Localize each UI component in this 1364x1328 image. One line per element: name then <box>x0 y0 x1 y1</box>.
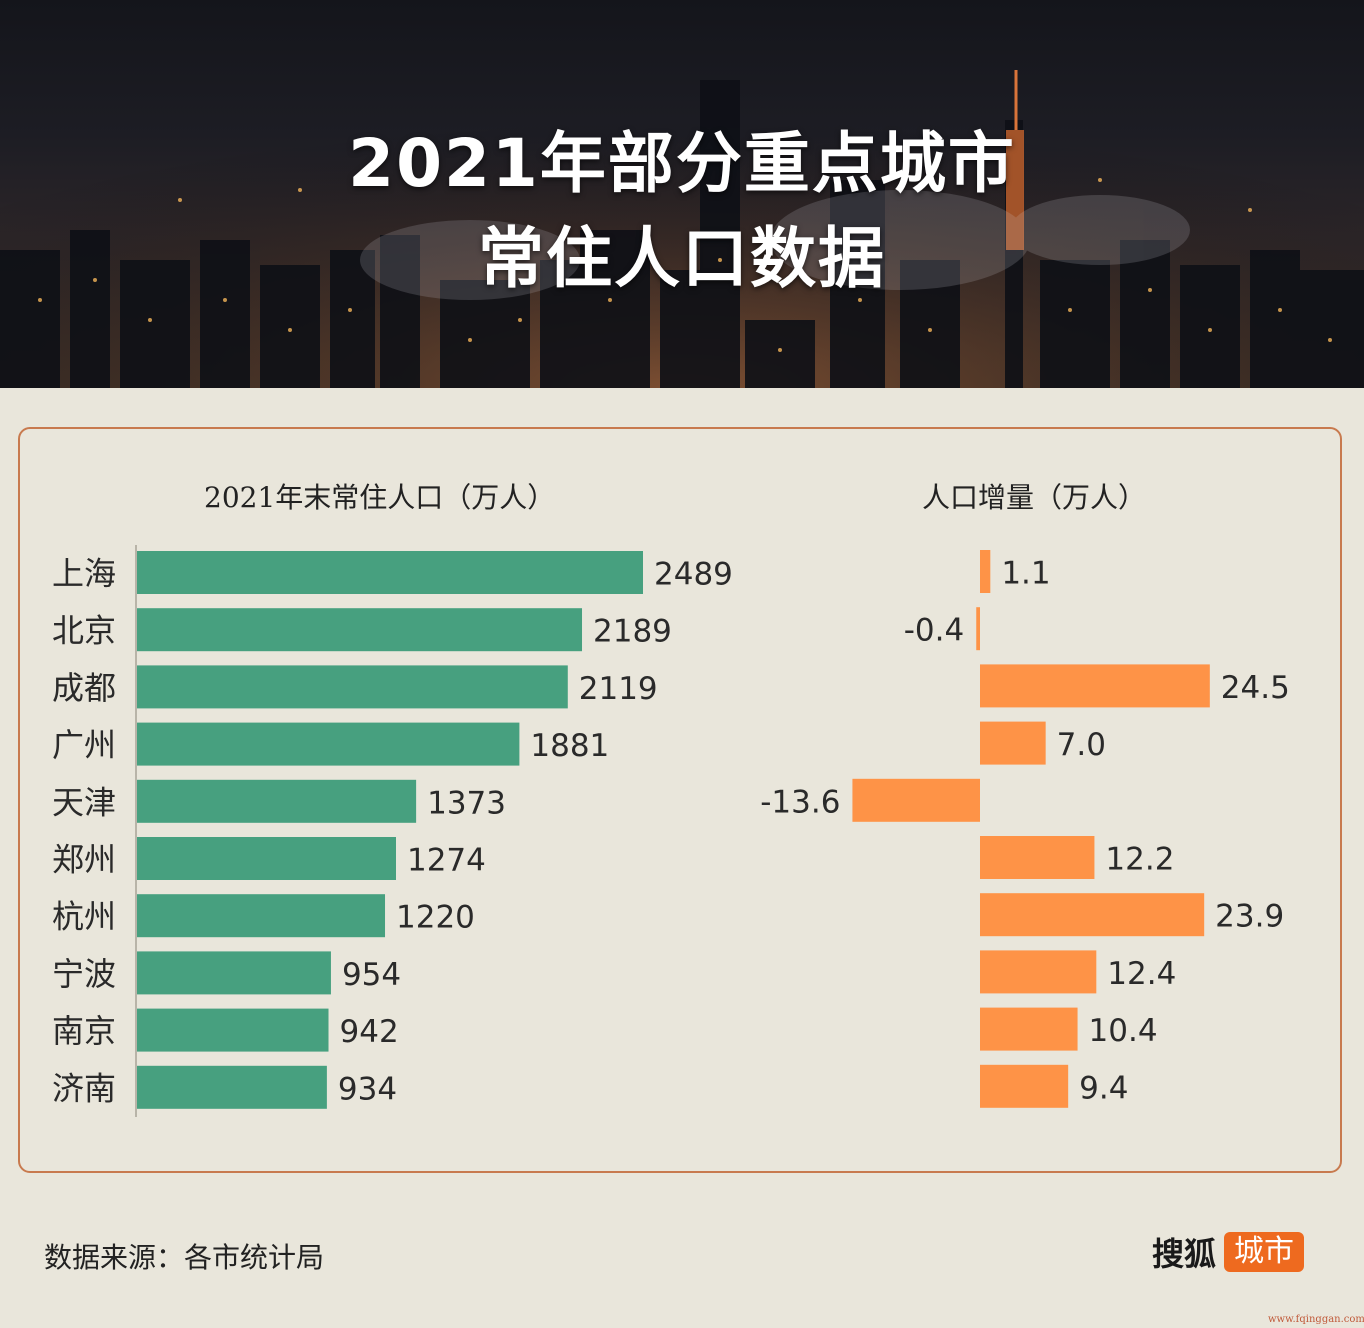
category-label: 上海 <box>52 555 116 593</box>
logo-tag-text: 城市 <box>1224 1232 1305 1272</box>
page-title-line-2: 常住人口数据 <box>478 220 886 297</box>
increase-value-label: 1.1 <box>1001 556 1050 592</box>
increase-value-label: 12.4 <box>1107 956 1176 992</box>
category-label: 成都 <box>52 669 116 707</box>
population-value-label: 2189 <box>593 614 672 650</box>
watermark-text: www.fqinggan.com <box>1268 1314 1364 1325</box>
category-label: 广州 <box>52 726 116 764</box>
category-label: 杭州 <box>52 898 116 936</box>
category-label: 北京 <box>52 612 116 650</box>
increase-bar <box>980 836 1095 879</box>
increase-value-label: 9.4 <box>1079 1070 1128 1106</box>
increase-value-label: 12.2 <box>1105 842 1174 878</box>
population-chart-title: 2021年末常住人口（万人） <box>204 481 556 514</box>
chart-panel <box>18 427 1342 1173</box>
city-night-skyline <box>0 0 1364 388</box>
increase-bar <box>852 778 980 822</box>
increase-value-label: 7.0 <box>1057 727 1106 763</box>
increase-value-label: 10.4 <box>1089 1013 1158 1049</box>
population-value-label: 1881 <box>530 728 609 764</box>
population-bar <box>137 551 643 594</box>
population-bar <box>137 1008 329 1052</box>
logo-brand-text: 搜狐 <box>1152 1235 1217 1273</box>
increase-value-label: -0.4 <box>904 613 965 649</box>
category-label: 宁波 <box>52 955 116 993</box>
increase-bar <box>980 550 991 593</box>
population-value-label: 1274 <box>407 843 486 879</box>
population-bar <box>137 894 386 938</box>
population-bar <box>137 722 520 766</box>
increase-bar <box>976 607 980 651</box>
increase-bar <box>980 1064 1069 1108</box>
population-value-label: 2119 <box>579 671 658 707</box>
population-bar <box>137 608 583 652</box>
increase-value-label: -13.6 <box>760 784 840 820</box>
category-label: 天津 <box>52 783 116 821</box>
increase-chart-title: 人口增量（万人） <box>922 481 1147 514</box>
increase-bar <box>980 664 1210 708</box>
population-value-label: 1373 <box>427 785 506 821</box>
population-bar <box>137 665 568 709</box>
population-value-label: 954 <box>342 957 401 993</box>
population-value-label: 934 <box>338 1071 397 1107</box>
page-title-line-1: 2021年部分重点城市 <box>348 125 1016 202</box>
population-value-label: 1220 <box>396 900 475 936</box>
population-bar <box>137 951 331 995</box>
population-bar <box>137 779 417 823</box>
population-value-label: 2489 <box>654 557 733 593</box>
increase-value-label: 24.5 <box>1221 670 1290 706</box>
increase-bar <box>980 950 1097 994</box>
increase-bar <box>980 893 1205 937</box>
population-bar <box>137 837 396 880</box>
population-bar <box>137 1065 327 1109</box>
data-source-note: 数据来源：各市统计局 <box>44 1241 325 1274</box>
increase-value-label: 23.9 <box>1215 899 1284 935</box>
category-label: 南京 <box>52 1012 116 1050</box>
category-label: 郑州 <box>52 841 116 879</box>
increase-bar <box>980 1007 1078 1051</box>
increase-bar <box>980 721 1046 765</box>
hero-banner: 2021年部分重点城市 常住人口数据 <box>0 0 1364 388</box>
category-label: 济南 <box>52 1069 116 1107</box>
population-value-label: 942 <box>340 1014 399 1050</box>
sohu-city-logo: 搜狐 城市 <box>1152 1232 1305 1273</box>
